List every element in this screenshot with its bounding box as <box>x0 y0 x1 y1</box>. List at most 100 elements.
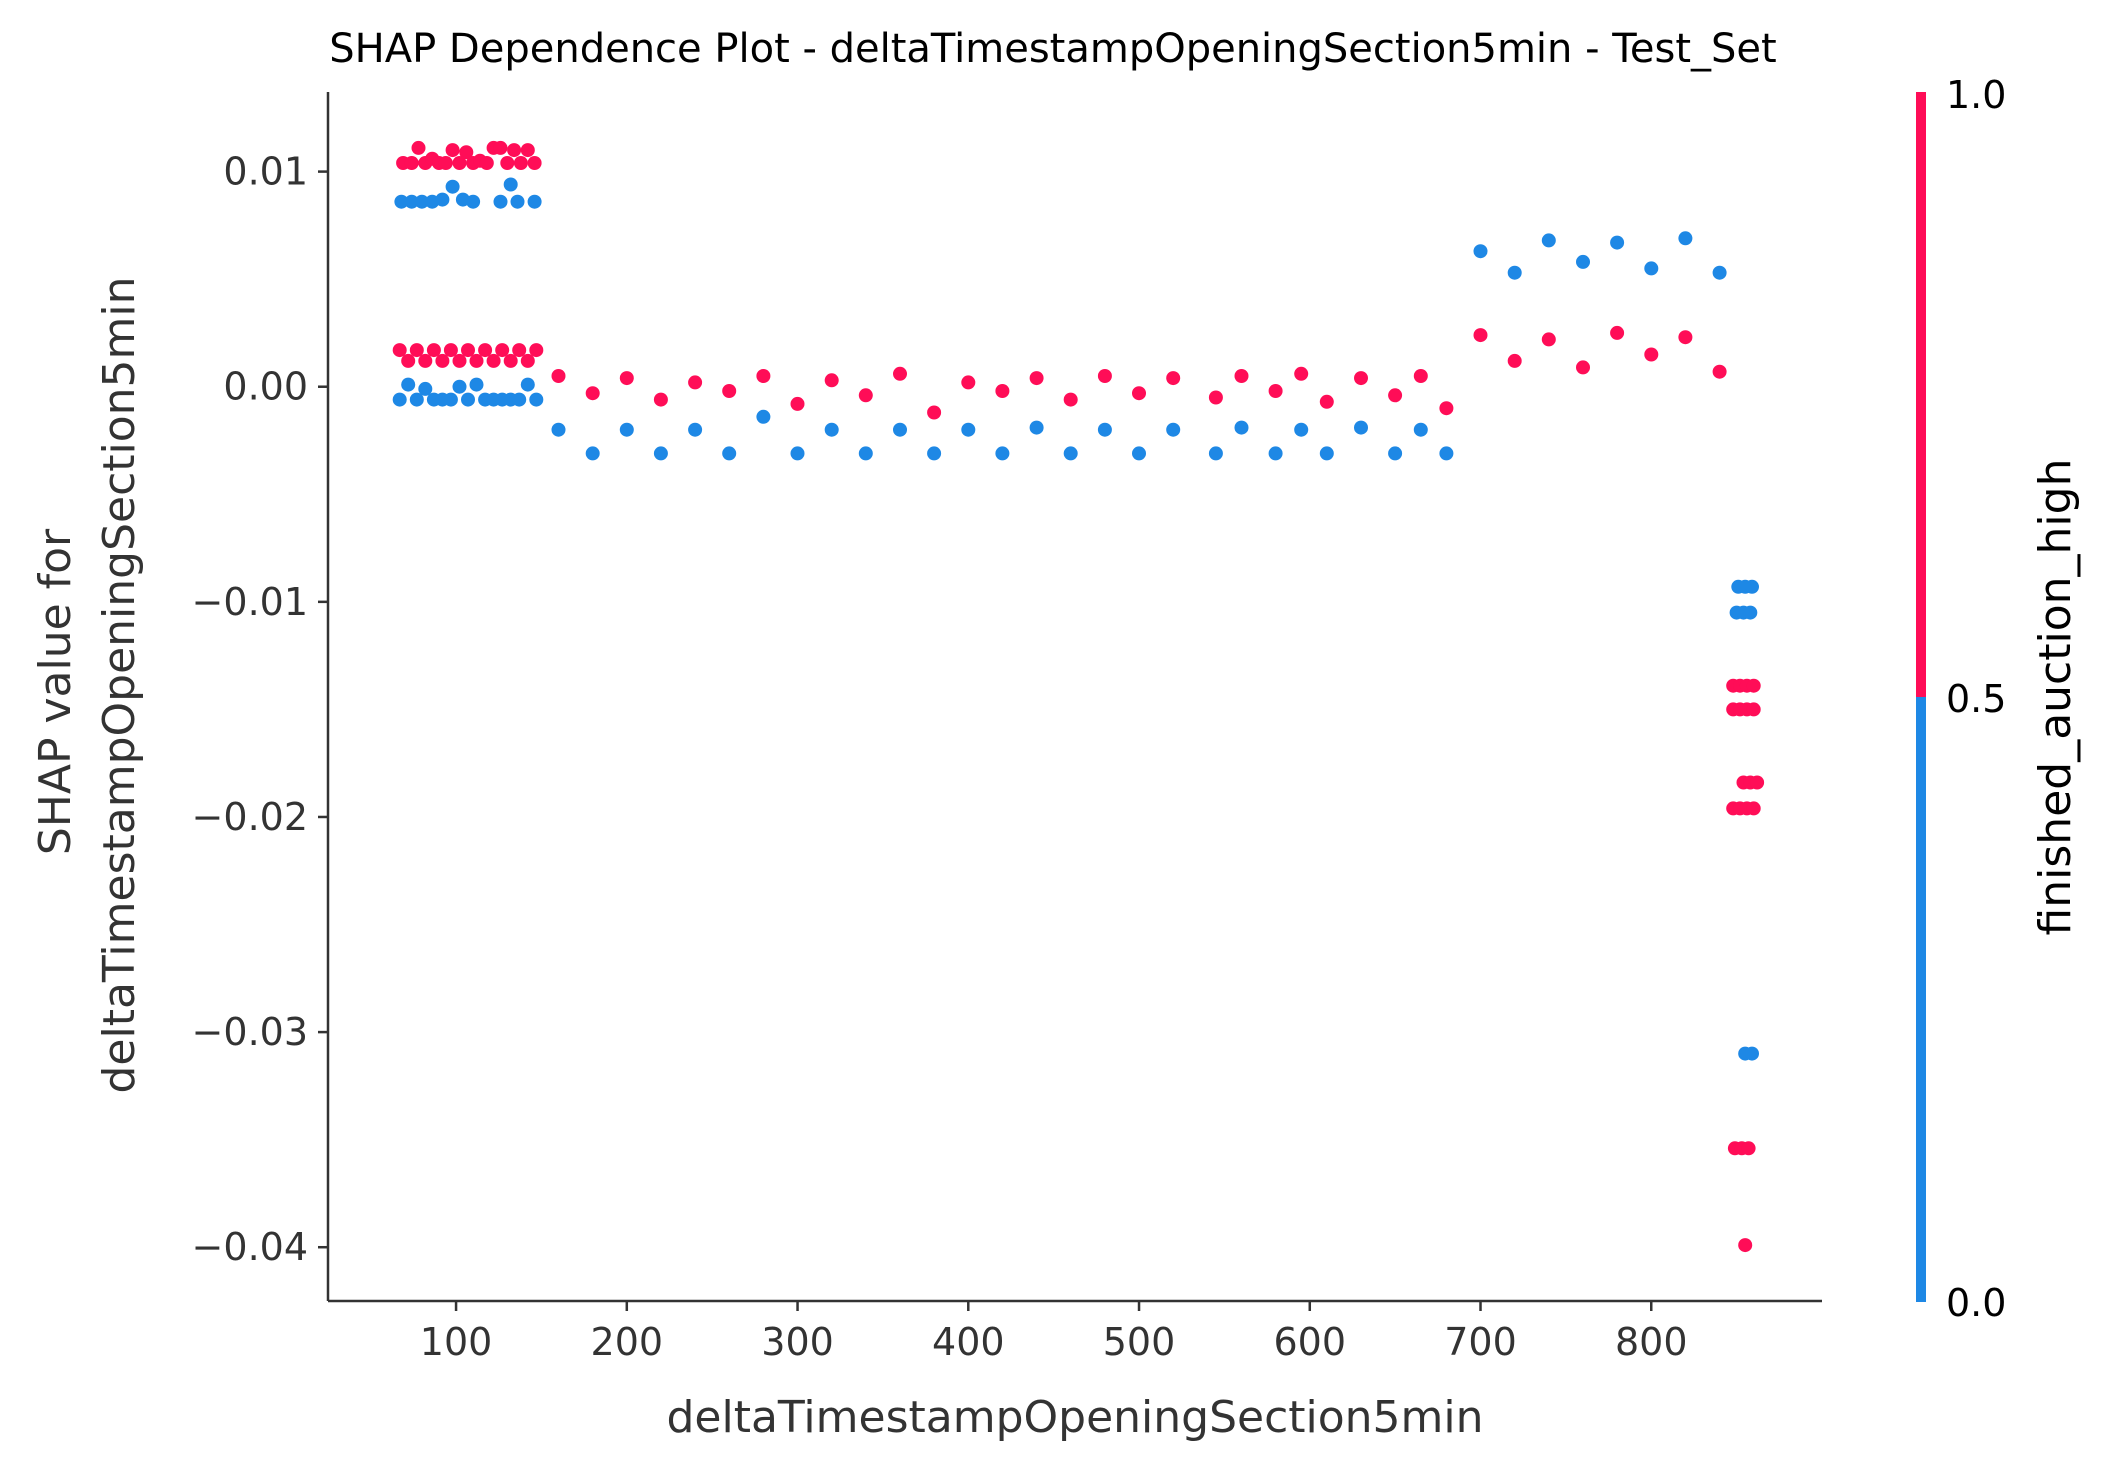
scatter-point-low <box>585 446 600 461</box>
scatter-point-low <box>927 446 942 461</box>
scatter-point-low <box>1354 420 1368 435</box>
scatter-point-low <box>392 392 407 407</box>
scatter-point-high <box>790 396 805 411</box>
scatter-point-high <box>1746 678 1761 693</box>
scatter-point-high <box>461 343 475 358</box>
scatter-point-high <box>1208 390 1223 405</box>
colorbar-label: finished_auction_high <box>2030 459 2081 936</box>
scatter-point-low <box>414 194 429 209</box>
scatter-point-high <box>452 156 467 170</box>
scatter-point-high <box>443 343 458 358</box>
scatter-point-low <box>527 194 542 209</box>
y-axis-label: SHAP value for deltaTimestampOpeningSect… <box>30 276 145 1093</box>
scatter-point-high <box>426 343 441 358</box>
scatter-point-low <box>1439 446 1454 461</box>
scatter-point-high <box>551 369 566 383</box>
scatter-point-low <box>1644 261 1659 276</box>
scatter-point-low <box>1610 235 1625 250</box>
scatter-point-high <box>1029 371 1044 386</box>
scatter-point-low <box>722 446 737 461</box>
scatter-point-low <box>529 392 544 407</box>
scatter-point-low <box>824 422 839 437</box>
scatter-point-high <box>1234 369 1249 383</box>
scatter-point-high <box>392 343 407 358</box>
y-tick-label: −0.02 <box>192 795 308 839</box>
scatter-point-high <box>479 156 494 170</box>
scatter-point-low <box>409 392 424 407</box>
y-tick-label: −0.04 <box>192 1225 308 1269</box>
scatter-point-high <box>1294 366 1309 381</box>
scatter-point-high <box>459 145 474 160</box>
scatter-point-high <box>756 369 771 383</box>
scatter-point-low <box>503 177 518 192</box>
scatter-point-high <box>1712 364 1727 379</box>
colorbar-tick-low: 0.0 <box>1946 1281 2006 1325</box>
scatter-point-low <box>893 422 907 437</box>
y-axis-label-line2: deltaTimestampOpeningSection5min <box>94 276 145 1093</box>
scatter-point-high <box>418 353 433 368</box>
scatter-point-low <box>688 422 703 437</box>
scatter-point-low <box>1745 579 1759 594</box>
scatter-point-high <box>1750 775 1765 790</box>
x-axis-label: deltaTimestampOpeningSection5min <box>666 1392 1483 1443</box>
scatter-point-high <box>1541 332 1556 347</box>
scatter-points <box>392 140 1765 1253</box>
scatter-point-low <box>1712 265 1727 280</box>
colorbar-tick-high: 1.0 <box>1946 73 2006 117</box>
scatter-point-low <box>401 377 416 392</box>
scatter-point-high <box>513 156 528 170</box>
y-tick-label: −0.03 <box>192 1010 308 1054</box>
scatter-point-high <box>445 143 460 158</box>
scatter-point-low <box>1029 420 1044 435</box>
scatter-point-high <box>585 386 600 401</box>
scatter-point-low <box>466 194 481 209</box>
scatter-point-high <box>500 156 515 170</box>
scatter-point-low <box>510 194 525 209</box>
scatter-point-high <box>409 343 424 358</box>
scatter-point-low <box>1413 422 1428 437</box>
scatter-point-high <box>486 353 501 368</box>
scatter-point-high <box>1132 386 1146 401</box>
scatter-point-low <box>452 379 467 394</box>
y-axis-label-line1: SHAP value for <box>30 528 81 855</box>
x-tick-label: 800 <box>1615 1320 1688 1364</box>
scatter-point-high <box>411 140 426 155</box>
scatter-point-low <box>1063 446 1078 461</box>
scatter-point-low <box>653 446 668 461</box>
scatter-point-high <box>493 140 508 155</box>
scatter-point-high <box>1678 330 1693 345</box>
scatter-point-low <box>995 446 1010 461</box>
scatter-point-high <box>688 375 703 390</box>
scatter-point-high <box>1413 369 1428 383</box>
scatter-point-high <box>404 156 419 170</box>
scatter-point-high <box>1097 369 1112 383</box>
scatter-point-high <box>1576 360 1590 375</box>
x-tick-label: 600 <box>1274 1320 1347 1364</box>
scatter-point-high <box>1473 328 1488 343</box>
scatter-point-high <box>619 371 634 386</box>
scatter-point-low <box>1234 420 1249 435</box>
scatter-point-high <box>435 353 450 368</box>
scatter-point-high <box>503 353 518 368</box>
scatter-point-high <box>1741 1141 1756 1156</box>
scatter-point-low <box>1678 231 1693 246</box>
scatter-point-high <box>1388 388 1403 403</box>
scatter-point-high <box>893 366 907 381</box>
y-axis-ticks: 0.01 0.00 −0.01 −0.02 −0.03 −0.04 <box>192 150 328 1269</box>
scatter-point-low <box>512 392 527 407</box>
scatter-point-high <box>478 343 493 358</box>
colorbar-low-segment <box>1916 697 1926 1302</box>
scatter-point-low <box>445 179 460 194</box>
scatter-point-low <box>756 409 771 424</box>
scatter-point-high <box>1268 384 1283 398</box>
colorbar-high-segment <box>1916 92 1926 697</box>
scatter-point-high <box>1063 392 1078 407</box>
scatter-point-high <box>1644 347 1659 362</box>
scatter-point-high <box>1746 801 1761 816</box>
x-tick-label: 300 <box>761 1320 834 1364</box>
scatter-point-low <box>404 194 419 209</box>
scatter-point-high <box>507 143 522 158</box>
x-tick-label: 100 <box>420 1320 493 1364</box>
scatter-point-low <box>1388 446 1403 461</box>
